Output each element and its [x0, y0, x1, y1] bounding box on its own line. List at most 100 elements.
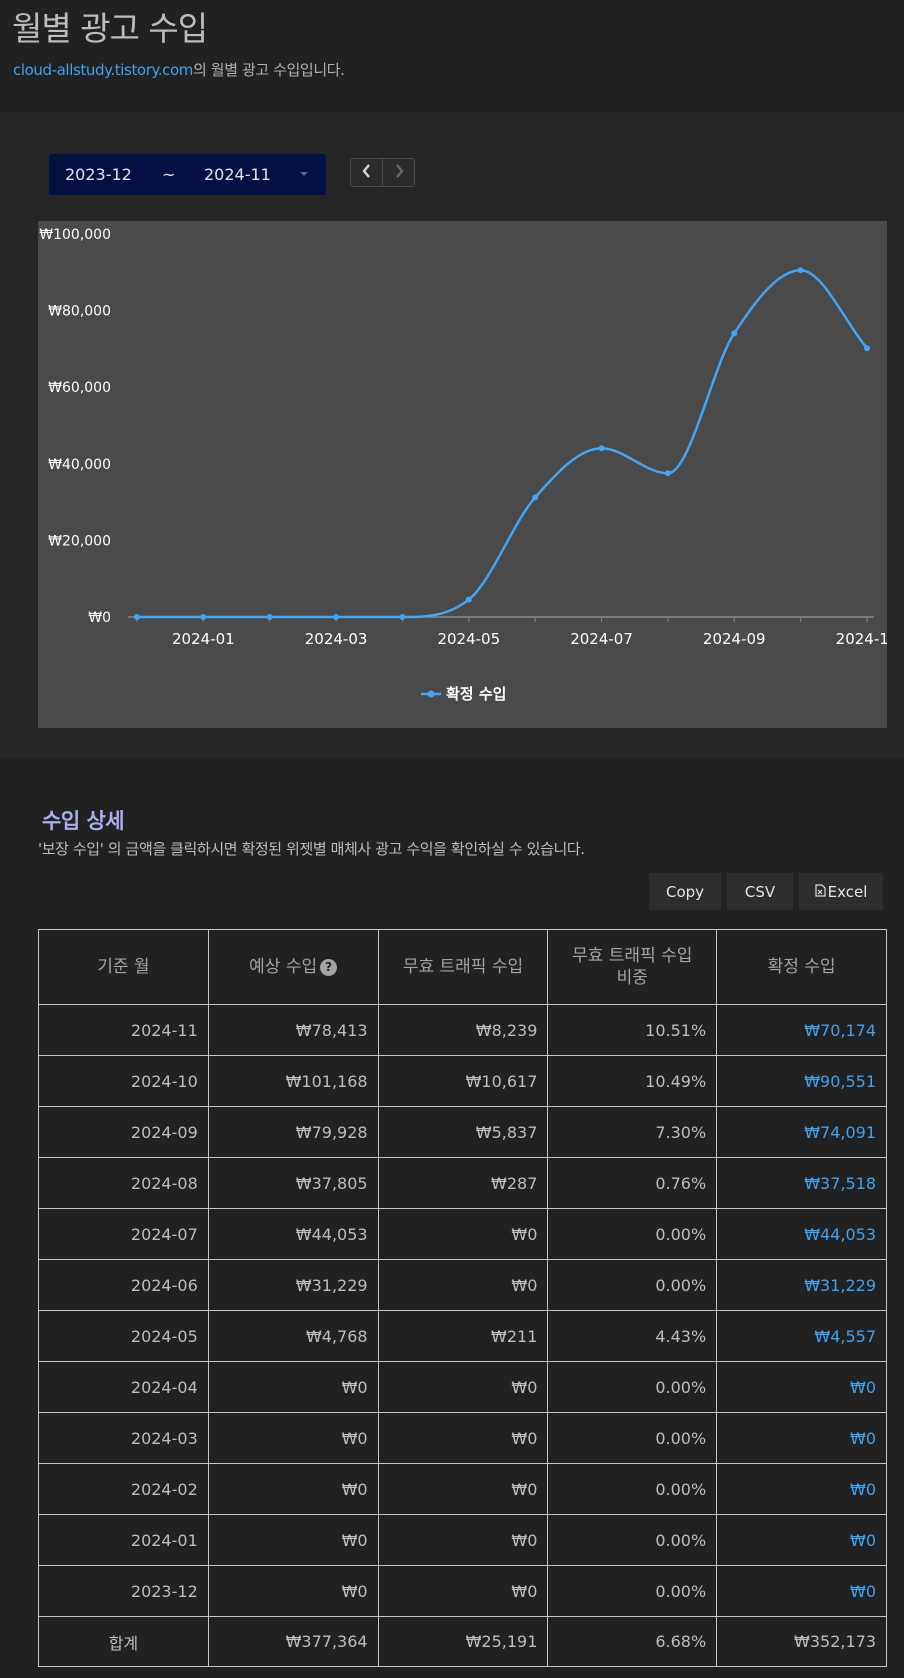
- table-row: 2024-11 ₩78,413 ₩8,239 10.51% ₩70,174: [38, 1004, 887, 1056]
- table-row: 2024-01 ₩0 ₩0 0.00% ₩0: [38, 1514, 887, 1566]
- legend: 확정 수입: [421, 685, 506, 703]
- cell-confirmed[interactable]: ₩37,518: [716, 1157, 887, 1209]
- date-range-picker[interactable]: 2023-12 ~ 2024-11: [49, 154, 326, 195]
- x-tick-label: 2024-05: [437, 630, 500, 648]
- cell-ratio: 7.30%: [547, 1106, 718, 1158]
- cell-month: 2024-02: [38, 1463, 209, 1515]
- cell-confirmed[interactable]: ₩31,229: [716, 1259, 887, 1311]
- cell-month: 2024-03: [38, 1412, 209, 1464]
- cell-invalid: ₩8,239: [377, 1004, 549, 1056]
- legend-marker-icon: [427, 690, 435, 698]
- cell-invalid: ₩10,617: [377, 1055, 549, 1107]
- data-point: [864, 345, 870, 352]
- income-table: 기준 월 예상 수입? 무효 트래픽 수입 무효 트래픽 수입 비중 확정 수입 …: [38, 929, 887, 1667]
- y-tick-label: ₩60,000: [48, 380, 111, 396]
- cell-confirmed[interactable]: ₩0: [716, 1463, 887, 1515]
- cell-confirmed[interactable]: ₩44,053: [716, 1208, 887, 1260]
- col-ratio[interactable]: 무효 트래픽 수입 비중: [547, 929, 718, 1005]
- cell-month: 2024-01: [38, 1514, 209, 1566]
- prev-period-button[interactable]: [351, 159, 382, 186]
- data-point: [399, 614, 406, 620]
- cell-ratio: 10.51%: [547, 1004, 718, 1056]
- cell-month: 2024-09: [38, 1106, 209, 1158]
- chevron-left-icon: [361, 163, 372, 182]
- next-period-button[interactable]: [382, 159, 414, 186]
- cell-expected: ₩0: [207, 1361, 379, 1413]
- copy-button[interactable]: Copy: [649, 873, 721, 910]
- cell-ratio: 0.00%: [547, 1208, 718, 1260]
- period-nav: [350, 158, 415, 187]
- table-row: 2024-05 ₩4,768 ₩211 4.43% ₩4,557: [38, 1310, 887, 1362]
- cell-confirmed[interactable]: ₩0: [716, 1565, 887, 1617]
- cell-expected: ₩31,229: [207, 1259, 379, 1311]
- cell-ratio: 0.00%: [547, 1412, 718, 1464]
- page-title: 월별 광고 수입: [12, 9, 208, 48]
- help-icon[interactable]: ?: [320, 959, 338, 977]
- y-tick-label: ₩0: [88, 610, 111, 626]
- table-row: 2024-02 ₩0 ₩0 0.00% ₩0: [38, 1463, 887, 1515]
- cell-confirmed[interactable]: ₩0: [716, 1514, 887, 1566]
- cell-confirmed[interactable]: ₩0: [716, 1361, 887, 1413]
- cell-confirmed[interactable]: ₩4,557: [716, 1310, 887, 1362]
- cell-invalid: ₩0: [377, 1208, 549, 1260]
- cell-confirmed[interactable]: ₩90,551: [716, 1055, 887, 1107]
- page-subtitle: cloud-allstudy.tistory.com의 월별 광고 수입입니다.: [13, 59, 345, 80]
- cell-confirmed[interactable]: ₩74,091: [716, 1106, 887, 1158]
- cell-month: 2024-10: [38, 1055, 209, 1107]
- cell-expected: ₩44,053: [207, 1208, 379, 1260]
- table-row: 2023-12 ₩0 ₩0 0.00% ₩0: [38, 1565, 887, 1617]
- data-point: [333, 614, 340, 620]
- range-start: 2023-12: [65, 165, 132, 184]
- col-invalid[interactable]: 무효 트래픽 수입: [377, 929, 549, 1005]
- data-point: [797, 267, 804, 274]
- col-month[interactable]: 기준 월: [38, 929, 209, 1005]
- table-header-row: 기준 월 예상 수입? 무효 트래픽 수입 무효 트래픽 수입 비중 확정 수입: [38, 929, 887, 1005]
- cell-expected: ₩79,928: [207, 1106, 379, 1158]
- cell-invalid: ₩0: [377, 1412, 549, 1464]
- col-ratio-line2: 비중: [616, 968, 648, 988]
- cell-expected: ₩101,168: [207, 1055, 379, 1107]
- col-expected-label: 예상 수입: [249, 956, 318, 977]
- cell-month: 2024-04: [38, 1361, 209, 1413]
- cell-ratio: 0.76%: [547, 1157, 718, 1209]
- col-confirmed[interactable]: 확정 수입: [716, 929, 887, 1005]
- y-tick-label: ₩100,000: [39, 227, 111, 243]
- x-tick-label: 2024-01: [172, 630, 235, 648]
- cell-confirmed[interactable]: ₩0: [716, 1412, 887, 1464]
- x-tick-label: 2024-03: [305, 630, 368, 648]
- y-tick-label: ₩40,000: [48, 457, 111, 473]
- excel-file-icon: [815, 883, 826, 901]
- data-point: [731, 330, 738, 337]
- x-tick-label: 2024-07: [570, 630, 633, 648]
- range-separator: ~: [162, 165, 176, 184]
- col-expected[interactable]: 예상 수입?: [207, 929, 379, 1005]
- cell-confirmed: ₩352,173: [716, 1616, 887, 1667]
- chart-canvas: ₩100,000 ₩80,000 ₩60,000 ₩40,000 ₩20,000 ₩0 20…: [39, 227, 887, 703]
- table-row: 2024-08 ₩37,805 ₩287 0.76% ₩37,518: [38, 1157, 887, 1209]
- cell-month: 합계: [38, 1616, 209, 1667]
- table-row: 2024-03 ₩0 ₩0 0.00% ₩0: [38, 1412, 887, 1464]
- excel-button[interactable]: Excel: [799, 873, 883, 910]
- cell-confirmed[interactable]: ₩70,174: [716, 1004, 887, 1056]
- x-tick-label: 2024-09: [703, 630, 766, 648]
- data-point: [532, 494, 539, 501]
- chevron-right-icon: [394, 163, 404, 182]
- cell-ratio: 6.68%: [547, 1616, 718, 1667]
- cell-expected: ₩4,768: [207, 1310, 379, 1362]
- cell-expected: ₩0: [207, 1412, 379, 1464]
- table-row: 2024-06 ₩31,229 ₩0 0.00% ₩31,229: [38, 1259, 887, 1311]
- table-row: 2024-07 ₩44,053 ₩0 0.00% ₩44,053: [38, 1208, 887, 1260]
- cell-invalid: ₩0: [377, 1565, 549, 1617]
- cell-month: 2023-12: [38, 1565, 209, 1617]
- site-link[interactable]: cloud-allstudy.tistory.com: [13, 61, 194, 79]
- csv-button[interactable]: CSV: [727, 873, 793, 910]
- cell-invalid: ₩5,837: [377, 1106, 549, 1158]
- cell-month: 2024-07: [38, 1208, 209, 1260]
- subtitle-text: 의 월별 광고 수입입니다.: [193, 61, 345, 79]
- cell-ratio: 4.43%: [547, 1310, 718, 1362]
- details-note: '보장 수입' 의 금액을 클릭하시면 확정된 위젯별 매체사 광고 수익을 확…: [38, 840, 585, 858]
- cell-expected: ₩0: [207, 1514, 379, 1566]
- x-tick-label: 2024-11: [836, 630, 887, 648]
- series-line: [136, 268, 868, 619]
- cell-invalid: ₩211: [377, 1310, 549, 1362]
